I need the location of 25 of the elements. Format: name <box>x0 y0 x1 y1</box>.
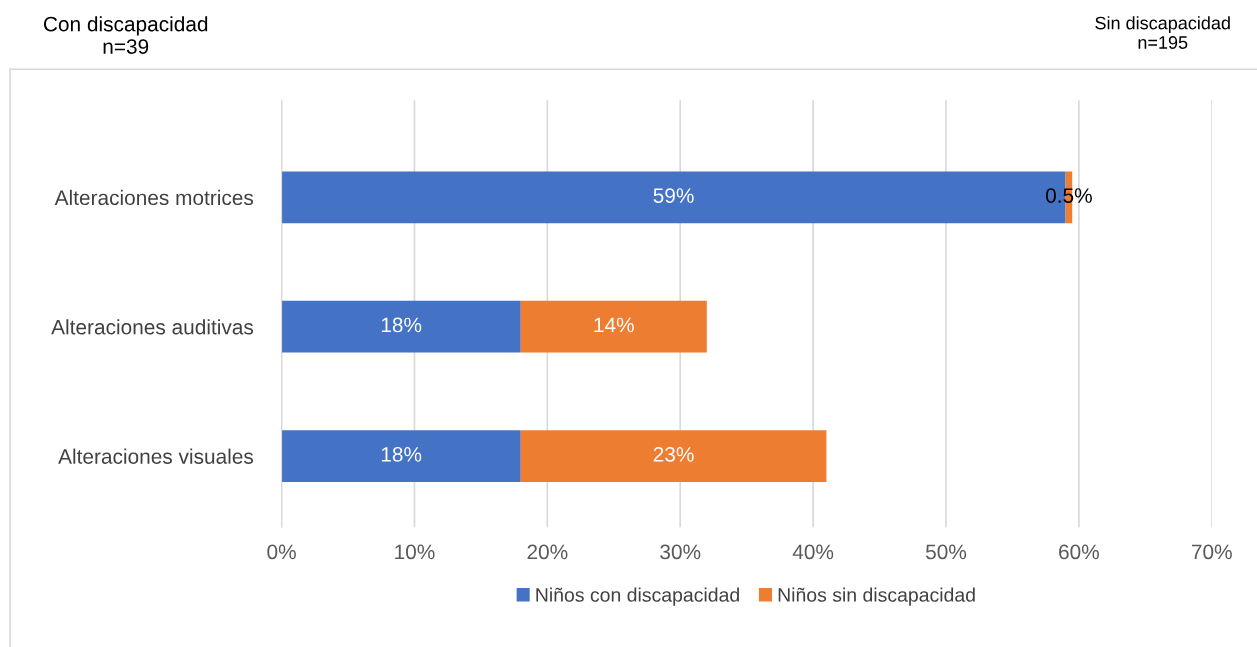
data-label: 23% <box>653 446 694 462</box>
data-label: 0.5% <box>1045 188 1092 203</box>
y-tick-label: Alteraciones visuales <box>58 448 254 464</box>
y-tick-label: Alteraciones auditivas <box>51 319 254 335</box>
data-label: 18% <box>381 317 422 333</box>
bar <box>520 430 827 483</box>
x-tick-label: 70% <box>1191 544 1232 560</box>
x-tick-label: 40% <box>792 544 834 560</box>
x-tick-label: 60% <box>1059 544 1099 560</box>
bar <box>520 300 707 353</box>
x-tick-label: 30% <box>660 544 701 560</box>
x-tick-label: 50% <box>925 544 967 560</box>
x-tick-label: 20% <box>527 544 568 560</box>
data-label: 59% <box>653 188 694 203</box>
bar <box>281 300 521 353</box>
bar <box>281 430 521 483</box>
text: Sin discapacidad n=195 <box>1095 16 1230 49</box>
legend-label: Niños sin discapacidad <box>778 587 975 606</box>
data-label: 18% <box>381 446 422 462</box>
data-label: 14% <box>594 317 634 333</box>
x-tick-label: 10% <box>395 544 435 560</box>
y-tick-label: Alteraciones motrices <box>54 189 254 206</box>
legend-label: Niños con discapacidad <box>536 587 739 606</box>
text: Con discapacidad n=39 <box>43 16 208 54</box>
x-tick-label: 0% <box>267 544 296 560</box>
